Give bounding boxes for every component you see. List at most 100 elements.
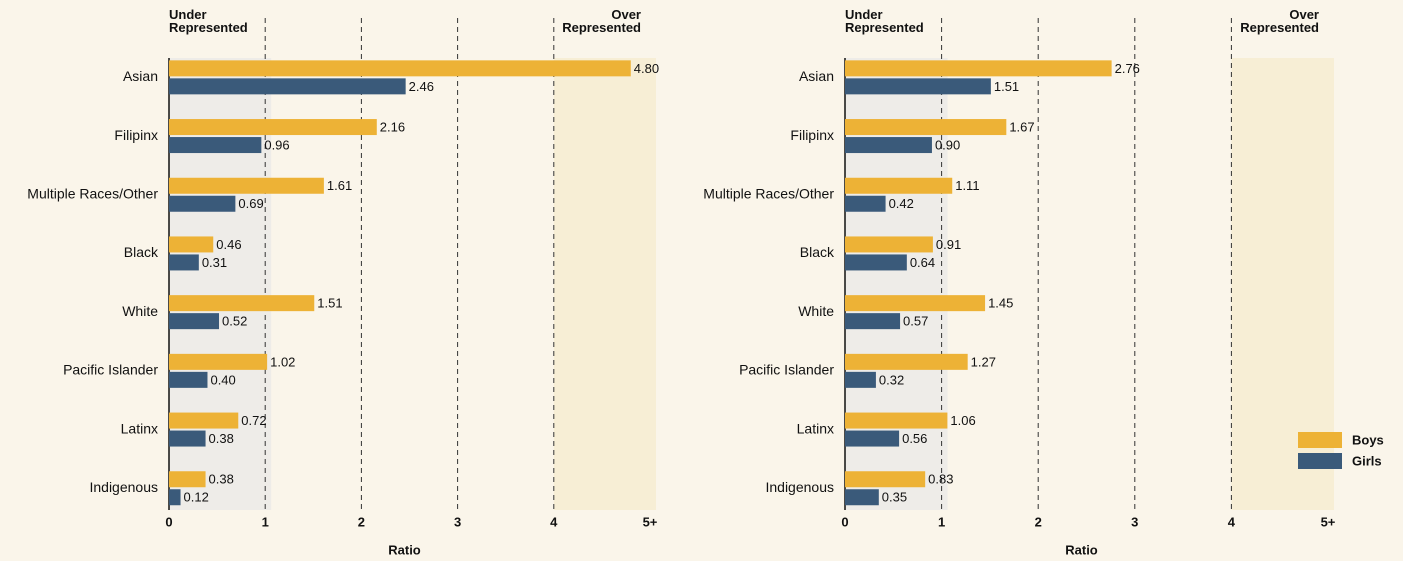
value-label: 1.06 — [950, 413, 975, 428]
bar — [169, 471, 206, 488]
category-label: Pacific Islander — [739, 362, 834, 378]
legend-swatch — [1298, 432, 1342, 448]
category-label: Multiple Races/Other — [27, 185, 158, 201]
value-label: 2.76 — [1115, 61, 1140, 76]
value-label: 1.51 — [317, 296, 342, 311]
bar — [169, 177, 324, 194]
category-label: Black — [124, 244, 159, 260]
band-label: Under Represented — [845, 7, 924, 35]
category-label: Latinx — [121, 420, 158, 436]
value-label: 0.38 — [209, 472, 234, 487]
value-label: 1.61 — [327, 178, 352, 193]
category-label: Pacific Islander — [63, 362, 158, 378]
category-label: Multiple Races/Other — [703, 185, 834, 201]
bar — [169, 137, 262, 154]
x-tick-label: 2 — [1035, 514, 1042, 529]
x-tick-label: 2 — [358, 514, 365, 529]
value-label: 4.80 — [634, 61, 659, 76]
category-label: Filipinx — [790, 127, 834, 143]
legend-label: Boys — [1352, 432, 1384, 447]
value-label: 0.52 — [222, 314, 247, 329]
bar — [169, 430, 206, 447]
bar — [845, 471, 926, 488]
value-label: 1.11 — [955, 178, 979, 193]
bar — [169, 254, 199, 271]
bar — [169, 313, 220, 330]
x-tick-label: 1 — [262, 514, 269, 529]
bar — [845, 489, 879, 506]
category-label: Indigenous — [765, 479, 834, 495]
bar — [169, 371, 208, 388]
bar — [845, 371, 876, 388]
bar — [845, 430, 900, 447]
band-label: Over Represented — [562, 7, 641, 35]
value-label: 0.42 — [889, 196, 914, 211]
bar — [845, 254, 907, 271]
value-label: 0.56 — [902, 431, 927, 446]
value-label: 0.57 — [903, 314, 928, 329]
x-tick-label: 3 — [1131, 514, 1138, 529]
value-label: 0.91 — [936, 237, 961, 252]
band-label: Over Represented — [1240, 7, 1319, 35]
category-label: Indigenous — [89, 479, 158, 495]
bar — [845, 295, 986, 312]
band — [553, 58, 656, 510]
value-label: 0.31 — [202, 255, 227, 270]
value-label: 0.69 — [238, 196, 263, 211]
bar — [169, 295, 315, 312]
value-label: 0.96 — [264, 137, 289, 152]
value-label: 1.02 — [270, 354, 295, 369]
x-tick-label: 4 — [1228, 514, 1236, 529]
bar — [169, 412, 239, 429]
value-label: 0.83 — [928, 472, 953, 487]
bar — [169, 353, 268, 370]
value-label: 0.12 — [184, 490, 209, 505]
value-label: 1.45 — [988, 296, 1013, 311]
bar — [845, 137, 932, 154]
x-tick-label: 5+ — [1321, 514, 1336, 529]
value-label: 1.51 — [994, 79, 1019, 94]
bar — [845, 60, 1112, 77]
band-label: Under Represented — [169, 7, 248, 35]
category-label: White — [122, 303, 158, 319]
x-tick-label: 1 — [938, 514, 945, 529]
legend-swatch — [1298, 453, 1342, 469]
bar — [169, 489, 181, 506]
x-tick-label: 0 — [165, 514, 172, 529]
value-label: 0.40 — [210, 372, 235, 387]
category-label: Filipinx — [114, 127, 158, 143]
value-label: 1.27 — [971, 354, 996, 369]
legend-label: Girls — [1352, 453, 1382, 468]
x-tick-label: 3 — [454, 514, 461, 529]
value-label: 1.67 — [1009, 119, 1034, 134]
category-label: Latinx — [797, 420, 834, 436]
category-label: Asian — [799, 68, 834, 84]
bar — [845, 236, 933, 253]
bar — [845, 78, 991, 95]
bar — [845, 119, 1007, 136]
x-axis-label: Ratio — [388, 542, 421, 557]
x-tick-label: 0 — [841, 514, 848, 529]
category-label: White — [798, 303, 834, 319]
value-label: 2.46 — [409, 79, 434, 94]
bar — [845, 412, 948, 429]
category-label: Black — [800, 244, 835, 260]
bar — [169, 119, 377, 136]
bar — [845, 313, 901, 330]
bar — [169, 60, 631, 77]
value-label: 0.64 — [910, 255, 935, 270]
value-label: 0.35 — [882, 490, 907, 505]
x-axis-label: Ratio — [1065, 542, 1098, 557]
bar — [169, 78, 406, 95]
value-label: 0.90 — [935, 137, 960, 152]
bar — [169, 195, 236, 212]
x-tick-label: 5+ — [643, 514, 658, 529]
value-label: 0.38 — [209, 431, 234, 446]
bar — [845, 177, 953, 194]
x-tick-label: 4 — [550, 514, 558, 529]
value-label: 2.16 — [380, 119, 405, 134]
bar — [845, 353, 968, 370]
category-label: Asian — [123, 68, 158, 84]
